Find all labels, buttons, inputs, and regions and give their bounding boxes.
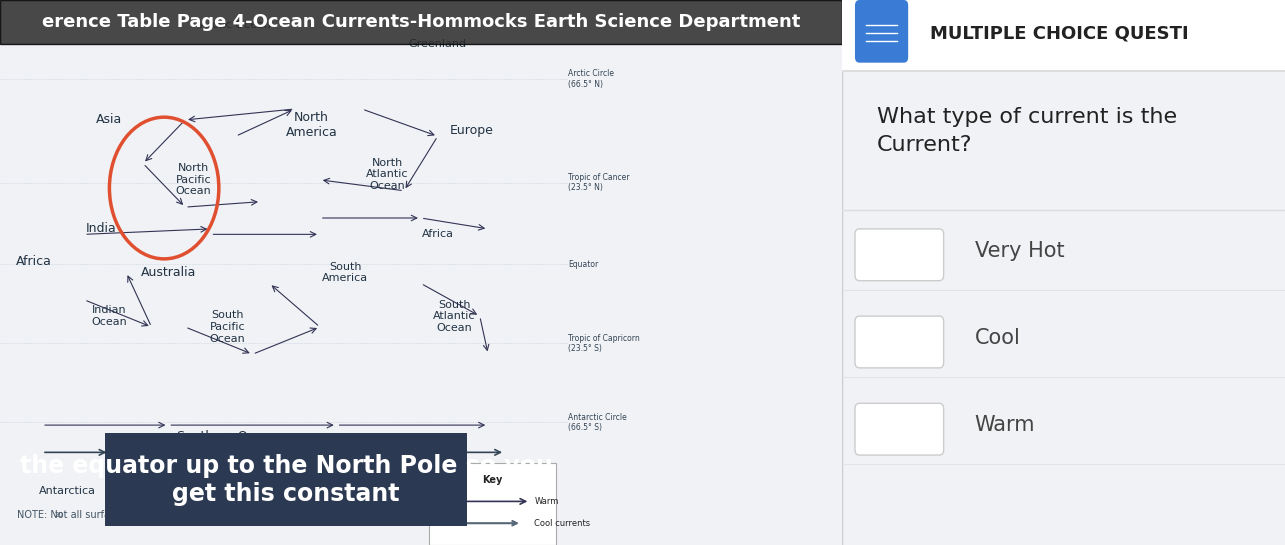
Text: Greenland: Greenland xyxy=(409,39,466,49)
Text: 80: 80 xyxy=(229,512,238,518)
Text: NOTE: Not all surfa...: NOTE: Not all surfa... xyxy=(17,510,118,520)
Text: Arctic Circle
(66.5° N): Arctic Circle (66.5° N) xyxy=(568,69,614,89)
Text: Arctic Ocean: Arctic Ocean xyxy=(200,20,271,29)
Text: Southern Ocean: Southern Ocean xyxy=(177,429,278,443)
Text: Cool: Cool xyxy=(975,328,1020,348)
Text: North
Pacific
Ocean: North Pacific Ocean xyxy=(176,164,212,196)
Text: South
America: South America xyxy=(323,262,368,283)
FancyBboxPatch shape xyxy=(0,0,842,44)
Text: Key: Key xyxy=(482,475,502,485)
Text: erence Table Page 4-Ocean Currents-Hommocks Earth Science Department: erence Table Page 4-Ocean Currents-Hommo… xyxy=(41,13,801,31)
Text: 20: 20 xyxy=(54,512,63,518)
Text: Equator: Equator xyxy=(568,260,599,269)
FancyBboxPatch shape xyxy=(105,433,468,526)
Text: Australia: Australia xyxy=(140,266,197,279)
FancyBboxPatch shape xyxy=(855,229,943,281)
Text: India: India xyxy=(86,222,117,235)
Text: 120: 120 xyxy=(342,512,356,518)
Text: South
Pacific
Ocean: South Pacific Ocean xyxy=(209,311,245,343)
Text: South
Atlantic
Ocean: South Atlantic Ocean xyxy=(433,300,475,332)
Text: Europe: Europe xyxy=(450,124,493,137)
Text: What type of current is the
Current?: What type of current is the Current? xyxy=(878,107,1177,155)
FancyBboxPatch shape xyxy=(855,403,943,455)
FancyBboxPatch shape xyxy=(855,316,943,368)
Text: Cool currents: Cool currents xyxy=(535,519,591,528)
FancyBboxPatch shape xyxy=(833,0,1285,71)
Text: the equator up to the North Pole so you
get this constant: the equator up to the North Pole so you … xyxy=(19,453,553,506)
Text: Antarctica: Antarctica xyxy=(359,475,415,485)
Text: Antarctica: Antarctica xyxy=(39,486,96,495)
Text: North
America: North America xyxy=(285,111,337,140)
Text: Indian
Ocean: Indian Ocean xyxy=(91,305,127,327)
Text: 180: 180 xyxy=(517,512,529,518)
Text: Antarctic Circle
(66.5° S): Antarctic Circle (66.5° S) xyxy=(568,413,627,432)
Text: Warm: Warm xyxy=(975,415,1036,435)
Text: 140: 140 xyxy=(400,512,414,518)
FancyBboxPatch shape xyxy=(429,463,555,545)
Text: Warm: Warm xyxy=(535,497,559,506)
Text: Asia: Asia xyxy=(96,113,122,126)
Text: 40: 40 xyxy=(113,512,121,518)
Text: North
Atlantic
Ocean: North Atlantic Ocean xyxy=(366,158,409,191)
Text: MULTIPLE CHOICE QUESTI: MULTIPLE CHOICE QUESTI xyxy=(930,25,1189,43)
Text: Tropic of Cancer
(23.5° N): Tropic of Cancer (23.5° N) xyxy=(568,173,630,192)
Text: Tropic of Capricorn
(23.5° S): Tropic of Capricorn (23.5° S) xyxy=(568,334,640,353)
Text: 160: 160 xyxy=(457,512,472,518)
Text: Africa: Africa xyxy=(15,255,51,268)
Text: Very Hot: Very Hot xyxy=(975,241,1064,261)
Text: 60: 60 xyxy=(171,512,180,518)
Text: Africa: Africa xyxy=(421,229,454,239)
Text: 100: 100 xyxy=(284,512,298,518)
FancyBboxPatch shape xyxy=(855,0,908,63)
